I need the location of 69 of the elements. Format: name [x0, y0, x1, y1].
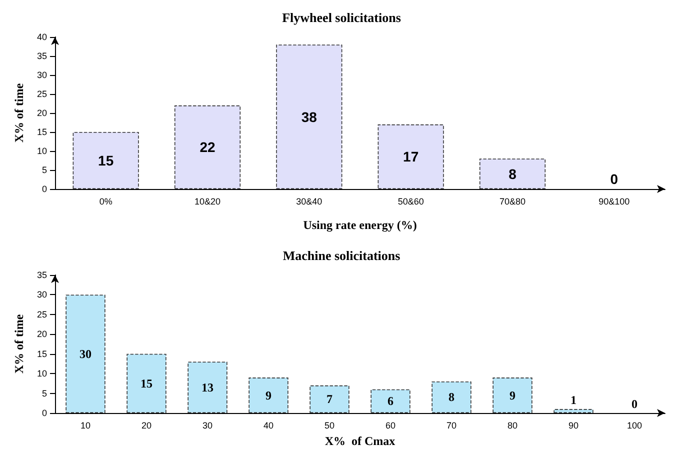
- data-label: 9: [266, 388, 272, 402]
- x-tick-label: 60: [385, 420, 396, 430]
- x-tick-label: 100: [626, 420, 642, 430]
- data-label: 9: [510, 388, 516, 402]
- y-tick-label: 5: [42, 388, 47, 398]
- bar: [310, 385, 350, 413]
- x-tick-label: 50&60: [398, 196, 424, 206]
- bar: [72, 132, 139, 189]
- chart-title: Machine solicitations: [282, 248, 400, 263]
- x-tick-label: 10&20: [194, 196, 221, 206]
- bar: [276, 44, 342, 189]
- y-tick-label: 15: [36, 127, 47, 137]
- bar: [174, 105, 241, 189]
- data-label: 22: [200, 139, 216, 156]
- y-axis-title: X% of time: [12, 82, 26, 143]
- bar: [370, 389, 410, 413]
- y-tick-label: 20: [36, 108, 47, 118]
- data-label: 7: [326, 392, 332, 406]
- x-tick-label: 30: [202, 420, 213, 430]
- chart-title: Flywheel solicitations: [282, 10, 401, 25]
- data-label: 0: [632, 397, 638, 411]
- x-axis-title: Using rate energy (%): [303, 218, 417, 232]
- data-label: 38: [301, 108, 318, 125]
- y-tick-label: 35: [36, 51, 47, 61]
- y-tick-label: 15: [36, 348, 47, 359]
- x-tick-label: 20: [141, 420, 152, 430]
- y-tick-label: 5: [42, 165, 47, 175]
- bar: [126, 354, 166, 413]
- y-tick-label: 25: [36, 309, 47, 320]
- data-label: 17: [403, 148, 419, 165]
- bar: [188, 362, 228, 413]
- y-tick-label: 0: [42, 184, 47, 194]
- bar: [66, 294, 106, 413]
- bar: [432, 381, 472, 413]
- x-tick-label: 0%: [99, 196, 112, 206]
- data-label: 1: [570, 393, 576, 408]
- y-tick-label: 25: [36, 89, 47, 99]
- bar: [492, 378, 532, 413]
- x-tick-label: 10: [80, 420, 91, 430]
- y-tick-label: 10: [36, 146, 47, 156]
- y-tick-label: 10: [36, 368, 47, 379]
- x-tick-label: 90: [568, 420, 579, 430]
- x-tick-label: 70&80: [499, 196, 526, 206]
- data-label: 8: [448, 390, 454, 404]
- x-axis-title: X% of Cmax: [324, 434, 396, 448]
- bar: [479, 158, 546, 189]
- bar: [248, 378, 288, 413]
- y-tick-label: 30: [36, 70, 47, 80]
- data-label: 30: [80, 346, 92, 361]
- x-tick-label: 90&100: [598, 196, 630, 206]
- data-label: 13: [202, 380, 214, 394]
- x-tick-label: 80: [507, 420, 518, 430]
- data-label: 0: [610, 171, 618, 187]
- data-label: 15: [140, 376, 152, 390]
- y-tick-label: 30: [36, 290, 47, 300]
- x-tick-label: 40: [263, 420, 274, 430]
- y-axis-title: X% of time: [12, 314, 26, 374]
- y-tick-label: 0: [42, 408, 47, 418]
- y-tick-label: 20: [36, 329, 47, 340]
- x-tick-label: 50: [324, 420, 335, 430]
- data-label: 6: [388, 394, 394, 408]
- x-tick-label: 30&40: [296, 196, 322, 206]
- data-label: 8: [508, 166, 517, 182]
- y-tick-label: 40: [36, 32, 47, 42]
- x-tick-label: 70: [446, 420, 457, 430]
- data-label: 15: [98, 152, 114, 168]
- bar: [554, 409, 594, 413]
- bar: [378, 124, 444, 189]
- y-tick-label: 35: [36, 270, 47, 280]
